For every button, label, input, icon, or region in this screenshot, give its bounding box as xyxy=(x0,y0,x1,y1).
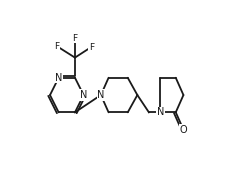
Text: N: N xyxy=(55,73,62,83)
Text: O: O xyxy=(180,125,187,135)
Text: N: N xyxy=(157,107,164,117)
Text: N: N xyxy=(97,90,105,100)
Text: F: F xyxy=(89,43,94,51)
Text: N: N xyxy=(80,90,87,100)
Text: F: F xyxy=(72,34,78,43)
Text: F: F xyxy=(54,42,59,50)
